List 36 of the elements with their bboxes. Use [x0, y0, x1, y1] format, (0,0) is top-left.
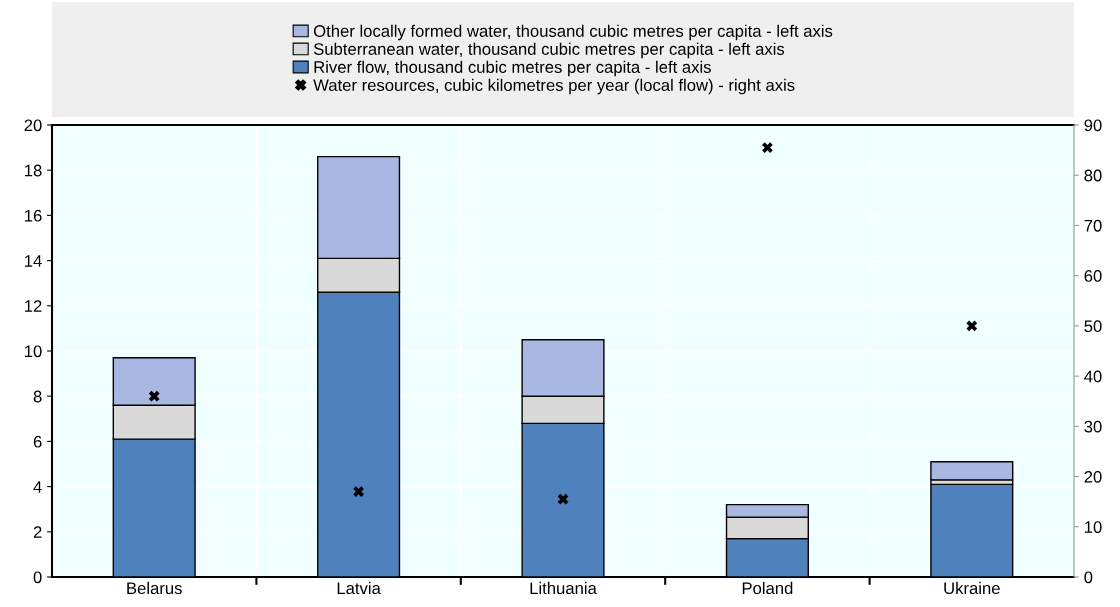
legend-label: Water resources, cubic kilometres per year (local flow) - right axis: [313, 78, 795, 95]
y-tick-label: 8: [33, 390, 42, 403]
y2-tick-label: 70: [1084, 219, 1102, 232]
x-tick-label: Ukraine: [944, 581, 1000, 595]
y-tick-label: 20: [24, 119, 42, 132]
y-tick-label: 12: [25, 300, 42, 312]
y-tick-label: 4: [33, 481, 42, 493]
y-tick-label: 10: [25, 345, 42, 358]
y-tick-label: 16: [25, 209, 42, 222]
bar: [930, 461, 1014, 481]
y2-tick-label: 10: [1084, 521, 1102, 533]
y2-tick-label: 50: [1084, 320, 1102, 333]
y2-tick-label: 0: [1084, 571, 1093, 584]
x-tick-label: Lithuania: [530, 581, 597, 595]
y-tick-label: 18: [25, 164, 42, 177]
legend-label: Other locally formed water, thousand cubic metres per capita - left axis: [313, 24, 833, 41]
legend-label: Subterranean water, thousand cubic metres per capita - left axis: [313, 42, 785, 59]
x-tick-label: Latvia: [337, 581, 381, 595]
y-tick-label: 2: [33, 526, 42, 538]
y2-tick-label: 90: [1084, 119, 1102, 132]
legend-label: River flow, thousand cubic metres per capita - left axis: [314, 60, 711, 77]
y2-tick-label: 40: [1084, 370, 1102, 383]
y-tick-label: 0: [33, 571, 42, 584]
x-tick-label: Poland: [742, 581, 793, 595]
point: [353, 486, 364, 497]
y-tick-label: 14: [25, 255, 42, 267]
y2-tick-label: 20: [1084, 470, 1102, 483]
point: [966, 320, 978, 332]
point: [148, 390, 160, 402]
y2-tick-label: 60: [1084, 270, 1102, 282]
y-tick-label: 6: [33, 435, 42, 448]
y2-tick-label: 80: [1084, 169, 1102, 182]
point: [557, 493, 569, 505]
y2-tick-label: 30: [1084, 420, 1102, 433]
x-tick-label: Belarus: [127, 581, 182, 595]
point: [762, 142, 773, 153]
